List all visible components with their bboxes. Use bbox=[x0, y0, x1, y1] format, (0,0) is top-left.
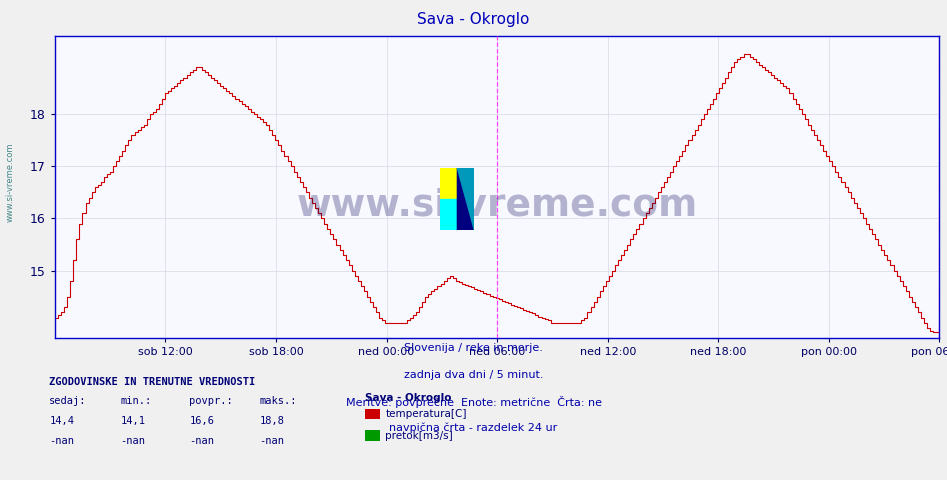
Text: zadnja dva dni / 5 minut.: zadnja dva dni / 5 minut. bbox=[403, 370, 544, 380]
Text: -nan: -nan bbox=[259, 436, 284, 446]
Text: sedaj:: sedaj: bbox=[49, 396, 87, 407]
Text: Meritve: povprečne  Enote: metrične  Črta: ne: Meritve: povprečne Enote: metrične Črta:… bbox=[346, 396, 601, 408]
Text: maks.:: maks.: bbox=[259, 396, 297, 407]
Text: ZGODOVINSKE IN TRENUTNE VREDNOSTI: ZGODOVINSKE IN TRENUTNE VREDNOSTI bbox=[49, 377, 256, 387]
Text: 18,8: 18,8 bbox=[259, 417, 284, 426]
Text: Sava - Okroglo: Sava - Okroglo bbox=[365, 394, 451, 403]
Polygon shape bbox=[457, 168, 474, 230]
Text: -nan: -nan bbox=[120, 436, 145, 446]
Text: Slovenija / reke in morje.: Slovenija / reke in morje. bbox=[404, 343, 543, 353]
Text: -nan: -nan bbox=[49, 436, 74, 446]
Text: Sava - Okroglo: Sava - Okroglo bbox=[418, 12, 529, 27]
Text: temperatura[C]: temperatura[C] bbox=[385, 409, 467, 419]
Polygon shape bbox=[440, 199, 457, 230]
Text: 16,6: 16,6 bbox=[189, 417, 214, 426]
Text: pretok[m3/s]: pretok[m3/s] bbox=[385, 431, 454, 441]
Text: www.si-vreme.com: www.si-vreme.com bbox=[6, 143, 15, 222]
Polygon shape bbox=[457, 168, 474, 230]
Text: 14,4: 14,4 bbox=[49, 417, 74, 426]
Text: povpr.:: povpr.: bbox=[189, 396, 233, 407]
Text: navpična črta - razdelek 24 ur: navpična črta - razdelek 24 ur bbox=[389, 422, 558, 433]
Polygon shape bbox=[440, 168, 457, 199]
Text: www.si-vreme.com: www.si-vreme.com bbox=[296, 187, 698, 223]
Text: min.:: min.: bbox=[120, 396, 152, 407]
Text: -nan: -nan bbox=[189, 436, 214, 446]
Text: 14,1: 14,1 bbox=[120, 417, 145, 426]
